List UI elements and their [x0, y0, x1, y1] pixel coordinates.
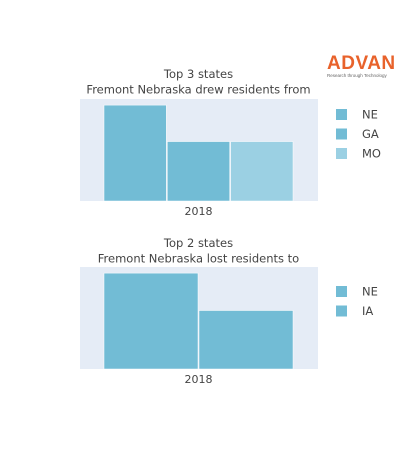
chart-1-legend-label-mo: MO [362, 147, 381, 161]
chart-2-legend-label-ia: IA [362, 304, 373, 318]
chart-1-legend-label-ne: NE [362, 108, 378, 122]
chart-1-legend-swatch-ne [336, 109, 347, 120]
chart-1-title-line-2: Fremont Nebraska drew residents from [86, 83, 310, 97]
chart-1-legend-label-ga: GA [362, 127, 379, 141]
chart-1-title-line-1: Top 3 states [163, 67, 233, 81]
chart-2-bar-ne [103, 272, 199, 370]
chart-2-title-line-1: Top 2 states [163, 236, 233, 250]
chart-2-legend-swatch-ne [336, 286, 347, 297]
brand-name: ADVAN [327, 53, 396, 74]
chart-1-legend-swatch-mo [336, 148, 347, 159]
chart-2-legend-label-ne: NE [362, 285, 378, 299]
chart-1-bar-mo [230, 141, 294, 202]
brand-tagline: Research through Technology [327, 73, 387, 78]
chart-2-legend-swatch-ia [336, 305, 347, 317]
chart-1-x-tick: 2018 [185, 205, 213, 218]
chart-2-bar-ia [198, 310, 294, 370]
chart-1-bar-ne [103, 104, 167, 202]
chart-2-title-line-2: Fremont Nebraska lost residents to [98, 252, 299, 266]
chart-2-x-tick: 2018 [185, 373, 213, 386]
advan-logo: ADVAN Research through Technology [327, 54, 395, 79]
chart-1-legend-swatch-ga [336, 128, 347, 140]
chart-1-bar-ga [167, 141, 230, 202]
